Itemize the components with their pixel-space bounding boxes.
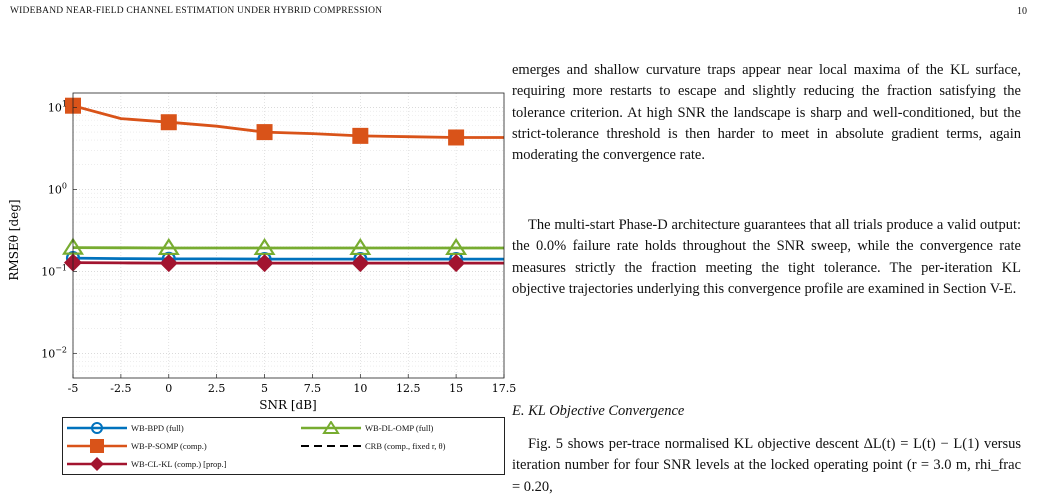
x-axis-label: SNR [dB] <box>259 398 316 412</box>
x-tick-label: 0 <box>165 382 172 395</box>
x-tick-label: 15 <box>449 382 463 395</box>
x-tick-label: 12.5 <box>396 382 421 395</box>
x-tick-label: 17.5 <box>492 382 517 395</box>
y-tick-label: 10−2 <box>41 345 67 360</box>
y-tick-label: 10−1 <box>41 263 67 278</box>
body-paragraph-3: Fig. 5 shows per-trace normalised KL obj… <box>512 434 1021 498</box>
data-point-2 <box>448 129 464 145</box>
y-axis-label: RMSEθ [deg] <box>7 199 21 280</box>
y-tick-label: 101 <box>48 99 67 114</box>
legend-label-wb-bpd: WB-BPD (full) <box>131 423 184 433</box>
section-heading: E. KL Objective Convergence <box>512 403 684 420</box>
legend-label-wb-dl-omp: WB-DL-OMP (full) <box>365 423 433 433</box>
x-tick-label: -2.5 <box>110 382 131 395</box>
body-paragraph-1: emerges and shallow curvature traps appe… <box>512 60 1021 166</box>
paragraph-text: The multi-start Phase-D architecture gua… <box>512 215 1021 300</box>
legend-item-wb-cl-kl: WB-CL-KL (comp.) [prop.] <box>67 457 227 471</box>
x-tick-label: -5 <box>68 382 79 395</box>
rmse-chart: -5 -2.5 0 2.5 5 7.5 10 12.5 15 17.5 10−2 10−1 100 101… <box>0 85 520 415</box>
plot-area <box>73 93 504 378</box>
legend-label-crb: CRB (comp., fixed r, θ) <box>365 441 445 451</box>
legend-swatch-wb-p-somp <box>67 439 127 453</box>
legend-item-crb: CRB (comp., fixed r, θ) <box>301 439 445 453</box>
rmse-vs-snr-figure: -5 -2.5 0 2.5 5 7.5 10 12.5 15 17.5 10−2 10−1 100 101… <box>0 85 520 494</box>
series-line-0 <box>73 258 504 259</box>
legend-label-wb-cl-kl: WB-CL-KL (comp.) [prop.] <box>131 459 227 469</box>
legend-label-wb-p-somp: WB-P-SOMP (comp.) <box>131 441 207 451</box>
x-tick-label: 10 <box>353 382 367 395</box>
legend-swatch-wb-cl-kl <box>67 457 127 471</box>
page-number: 10 <box>1017 6 1027 17</box>
legend-swatch-crb <box>301 439 361 453</box>
paragraph-text: Fig. 5 shows per-trace normalised KL obj… <box>512 434 1021 498</box>
legend-swatch-wb-dl-omp <box>301 421 361 435</box>
data-point-2 <box>257 124 273 140</box>
x-tick-label: 5 <box>261 382 268 395</box>
x-tick-label: 7.5 <box>304 382 322 395</box>
paragraph-text: emerges and shallow curvature traps appe… <box>512 60 1021 166</box>
body-paragraph-2: The multi-start Phase-D architecture gua… <box>512 215 1021 300</box>
data-point-2 <box>352 128 368 144</box>
data-point-2 <box>161 114 177 130</box>
legend-item-wb-p-somp: WB-P-SOMP (comp.) <box>67 439 207 453</box>
y-tick-label: 100 <box>48 181 67 196</box>
series-line-4 <box>73 263 504 264</box>
running-header: WIDEBAND NEAR-FIELD CHANNEL ESTIMATION U… <box>10 6 382 16</box>
legend-item-wb-dl-omp: WB-DL-OMP (full) <box>301 421 433 435</box>
chart-legend: WB-BPD (full) WB-DL-OMP (full) WB-P-SOMP… <box>62 417 505 475</box>
x-tick-label: 2.5 <box>208 382 226 395</box>
legend-swatch-wb-bpd <box>67 421 127 435</box>
legend-item-wb-bpd: WB-BPD (full) <box>67 421 184 435</box>
